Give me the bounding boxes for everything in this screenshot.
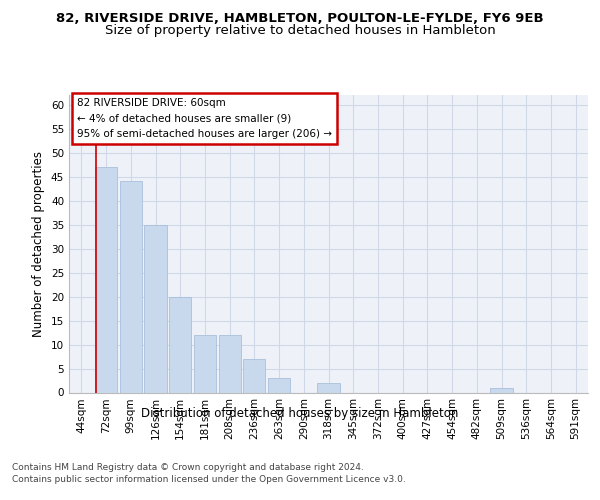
Bar [145,224,167,392]
Text: Distribution of detached houses by size in Hambleton: Distribution of detached houses by size … [142,408,458,420]
Y-axis label: Number of detached properties: Number of detached properties [32,151,46,337]
Text: Contains HM Land Registry data © Crown copyright and database right 2024.: Contains HM Land Registry data © Crown c… [12,462,364,471]
Bar [243,359,265,392]
Bar [268,378,290,392]
Text: Size of property relative to detached houses in Hambleton: Size of property relative to detached ho… [104,24,496,37]
Text: Contains public sector information licensed under the Open Government Licence v3: Contains public sector information licen… [12,475,406,484]
Bar [317,383,340,392]
Bar [194,335,216,392]
Text: 82, RIVERSIDE DRIVE, HAMBLETON, POULTON-LE-FYLDE, FY6 9EB: 82, RIVERSIDE DRIVE, HAMBLETON, POULTON-… [56,12,544,26]
Bar [218,335,241,392]
Bar [95,167,117,392]
Text: 82 RIVERSIDE DRIVE: 60sqm
← 4% of detached houses are smaller (9)
95% of semi-de: 82 RIVERSIDE DRIVE: 60sqm ← 4% of detach… [77,98,332,139]
Bar [119,182,142,392]
Bar [490,388,512,392]
Bar [169,296,191,392]
